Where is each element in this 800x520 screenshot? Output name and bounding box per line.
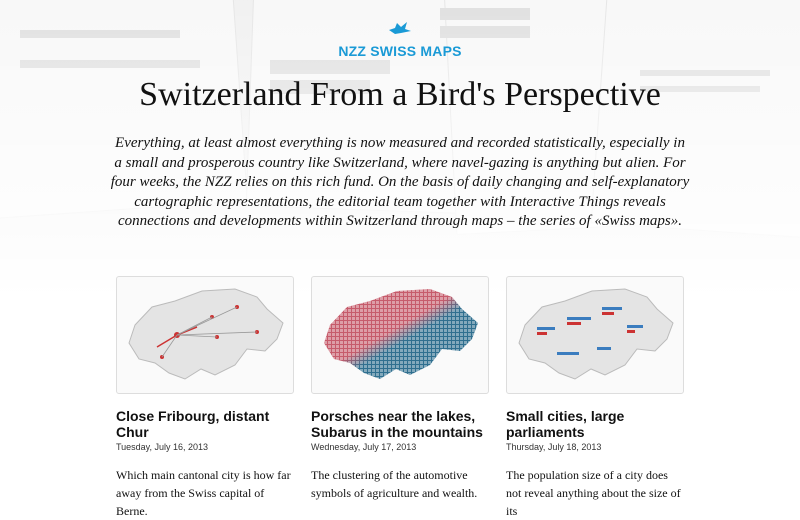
card-title[interactable]: Close Fribourg, distant Chur [116, 408, 270, 440]
map-shape [176, 334, 218, 338]
map-shape [324, 289, 478, 379]
newspaper-background [0, 0, 800, 300]
map-shape [176, 306, 238, 336]
card-description: The population size of a city does not r… [506, 468, 681, 518]
card-description: Which main cantonal city is how far away… [116, 468, 291, 518]
page-title: Switzerland From a Bird's Perspective [139, 76, 661, 113]
card-date: Wednesday, July 17, 2013 [311, 442, 417, 452]
map-shape [537, 327, 555, 330]
map-shape [537, 312, 635, 335]
map-shape [597, 347, 611, 350]
map-shape [537, 307, 643, 355]
map-shape [567, 322, 581, 325]
map-shape [627, 325, 643, 328]
map-thumbnail[interactable] [116, 276, 294, 394]
map-shape [602, 307, 622, 310]
logo[interactable]: NZZ SWISS MAPS [0, 20, 800, 59]
map-shape [557, 352, 579, 355]
bird-icon [389, 22, 411, 34]
intro-text: Everything, at least almost everything i… [110, 135, 690, 229]
card-title[interactable]: Small cities, large parliaments [506, 408, 625, 440]
map-thumbnail[interactable] [506, 276, 684, 394]
map-card[interactable]: Small cities, large parliaments Thursday… [506, 276, 684, 520]
map-shape [567, 317, 591, 320]
map-shape [176, 331, 258, 336]
map-shape [161, 306, 258, 358]
map-card[interactable]: Porsches near the lakes, Subarus in the … [311, 276, 489, 502]
logo-text: NZZ SWISS MAPS [338, 43, 462, 59]
card-date: Tuesday, July 16, 2013 [116, 442, 209, 452]
map-shape [537, 332, 547, 335]
card-title[interactable]: Porsches near the lakes, Subarus in the … [311, 408, 483, 440]
card-description: The clustering of the automotive symbols… [311, 468, 478, 500]
map-shape [627, 330, 635, 333]
map-shape [602, 312, 614, 315]
map-shape [518, 288, 674, 380]
map-thumbnail[interactable] [311, 276, 489, 394]
map-shape [161, 334, 178, 358]
card-date: Thursday, July 18, 2013 [506, 442, 602, 452]
map-card[interactable]: Close Fribourg, distant Chur Tuesday, Ju… [116, 276, 294, 520]
